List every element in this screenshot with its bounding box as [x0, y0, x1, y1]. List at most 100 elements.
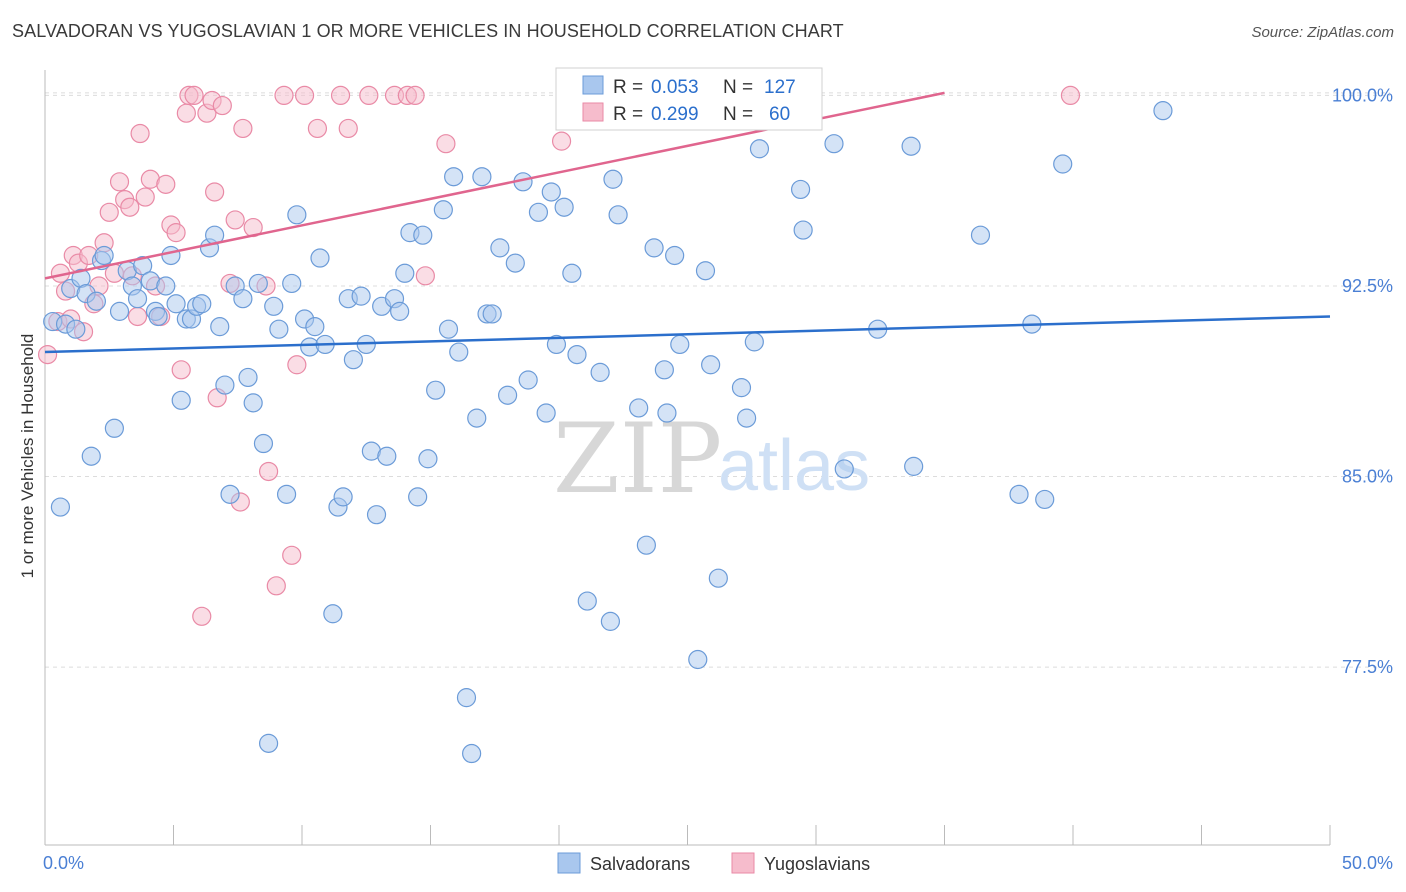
salvadoran-point: [66, 319, 86, 339]
salvadoran-point: [343, 350, 363, 370]
series-legend: Salvadorans Yugoslavians: [557, 852, 870, 874]
yugoslavian-point: [166, 223, 186, 243]
salvadoran-point: [282, 273, 302, 294]
salvadoran-point: [737, 408, 757, 428]
salvadoran-point: [109, 301, 130, 321]
salvadoran-r-value: 0.053: [651, 77, 699, 98]
yugoslavian-r-label: R =: [613, 104, 643, 125]
salvadoran-point: [305, 317, 325, 337]
salvadoran-point: [528, 202, 549, 222]
yugoslavian-point: [415, 266, 435, 286]
salvadoran-point: [233, 289, 253, 309]
salvadoran-point: [444, 167, 464, 187]
salvadoran-point: [462, 743, 482, 764]
salvadoran-swatch: [582, 75, 604, 95]
yugoslavian-point: [130, 123, 150, 144]
yugoslavian-point: [120, 197, 140, 217]
salvadoran-point: [86, 291, 107, 311]
salvadoran-point: [94, 245, 114, 266]
yugoslavian-point: [109, 172, 130, 192]
yugoslavian-point: [266, 576, 286, 596]
yugoslavian-r-value: 0.299: [651, 104, 699, 125]
salvadoran-point: [744, 332, 764, 352]
salvadoran-point: [518, 370, 538, 390]
yugoslavian-points: [37, 85, 1081, 626]
salvadoran-point: [81, 446, 101, 466]
yugoslavian-point: [225, 210, 245, 230]
yugoslavian-point: [212, 95, 232, 116]
salvadoran-point: [220, 484, 240, 504]
salvadoran-n-label: N =: [723, 77, 753, 98]
salvadoran-point: [50, 497, 71, 517]
salvadoran-point: [127, 289, 148, 309]
legend-salvadorans-swatch: [557, 852, 581, 874]
salvadoran-point: [323, 604, 343, 624]
salvadoran-point: [413, 225, 433, 245]
salvadoran-point: [161, 245, 181, 266]
salvadoran-point: [310, 248, 330, 268]
salvadoran-point: [351, 286, 371, 306]
yugoslavian-n-label: N =: [723, 104, 753, 125]
salvadoran-n-value: 127: [764, 77, 796, 98]
salvadoran-point: [192, 294, 212, 314]
yugoslavian-point: [205, 182, 225, 202]
salvadoran-point: [608, 205, 628, 225]
salvadoran-point: [482, 304, 502, 324]
legend-yugoslavians-swatch: [731, 852, 755, 874]
salvadoran-point: [490, 238, 510, 258]
salvadoran-point: [834, 459, 854, 479]
yugoslavian-point: [405, 85, 425, 106]
yugoslavian-point: [274, 85, 294, 106]
y-tick-label: 100.0%: [1332, 85, 1393, 105]
salvadoran-point: [665, 245, 685, 266]
salvadoran-point: [366, 505, 387, 525]
salvadoran-point: [243, 393, 263, 413]
salvadoran-point: [210, 317, 230, 337]
stats-legend: R = 0.053 N = 127 R = 0.299 N = 60: [555, 67, 823, 131]
yugoslavian-point: [551, 131, 572, 151]
salvadoran-point: [505, 253, 525, 273]
salvadoran-point: [536, 403, 556, 423]
salvadoran-point: [333, 487, 353, 507]
salvadoran-point: [418, 449, 438, 469]
salvadoran-point: [636, 535, 656, 555]
yugoslavian-point: [307, 118, 328, 139]
yugoslavian-point: [127, 306, 148, 327]
salvadoran-point: [749, 139, 770, 159]
salvadoran-point: [269, 319, 289, 339]
salvadoran-point: [708, 568, 728, 588]
yugoslavian-point: [1060, 85, 1081, 106]
y-tick-label: 85.0%: [1342, 467, 1393, 487]
salvadoran-point: [603, 169, 623, 189]
salvadoran-point: [731, 378, 752, 398]
salvadoran-point: [590, 362, 610, 382]
salvadoran-point: [629, 398, 649, 418]
salvadoran-r-label: R =: [613, 77, 643, 98]
salvadoran-point: [433, 200, 453, 220]
yugoslavian-point: [184, 85, 204, 106]
salvadoran-point: [541, 182, 561, 202]
salvadoran-point: [701, 355, 721, 375]
salvadoran-point: [472, 167, 492, 187]
axes: [44, 70, 1331, 846]
tick-labels: 100.0% 92.5% 85.0% 77.5% 0.0% 50.0%: [43, 85, 1393, 873]
salvadoran-trendline: [44, 315, 1331, 354]
yugoslavian-swatch: [582, 102, 604, 122]
watermark: ZIP atlas: [553, 403, 870, 515]
yugoslavian-point: [258, 461, 279, 482]
yugoslavian-point: [99, 202, 119, 222]
salvadoran-point: [670, 334, 690, 355]
salvadoran-point: [253, 433, 274, 454]
salvadoran-point: [577, 591, 597, 611]
salvadoran-point: [449, 342, 469, 362]
yugoslavian-point: [171, 360, 191, 380]
salvadoran-point: [567, 344, 587, 365]
salvadoran-point: [215, 375, 235, 395]
salvadoran-point: [438, 319, 459, 339]
salvadoran-point: [600, 611, 621, 631]
salvadoran-point: [644, 238, 664, 258]
legend-yugoslavians-label: Yugoslavians: [764, 854, 870, 874]
yugoslavian-point: [282, 545, 302, 565]
salvadoran-point: [426, 380, 446, 400]
